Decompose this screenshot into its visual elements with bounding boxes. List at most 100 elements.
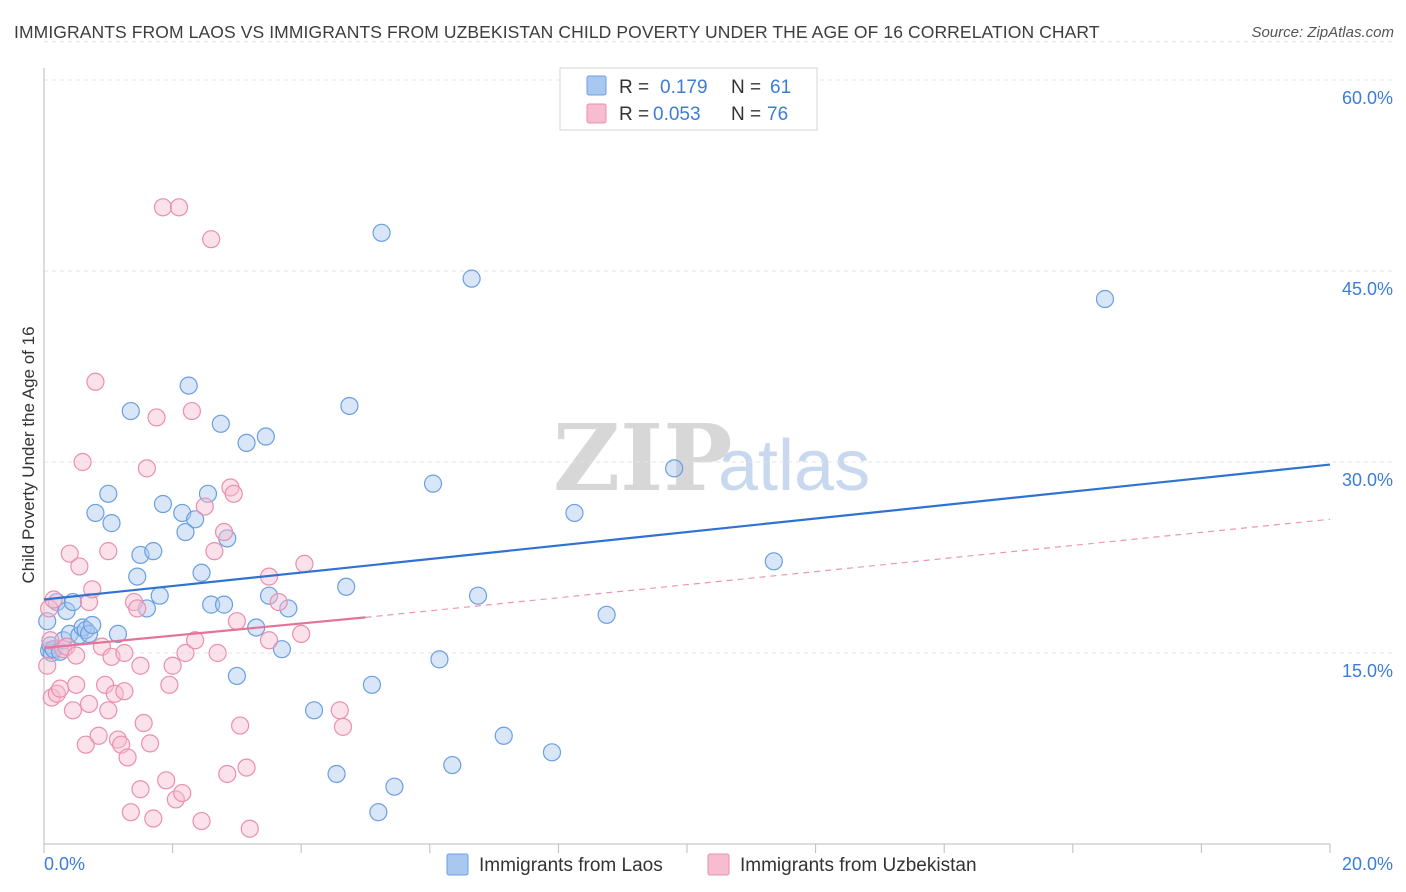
watermark-zip: ZIP (553, 404, 732, 512)
uzbekistan-point-35 (131, 656, 150, 675)
legend-swatch-laos (586, 75, 607, 96)
series-uzbekistan-points (38, 198, 353, 838)
uzbekistan-point-62 (231, 716, 250, 735)
laos-point-29 (179, 376, 198, 395)
uzbekistan-point-71 (333, 717, 353, 736)
uzbekistan-point-29 (115, 643, 134, 663)
laos-point-47 (340, 396, 359, 416)
laos-point-44 (304, 701, 324, 720)
laos-point-56 (468, 586, 488, 605)
legend-r-label-uzbekistan: R = (619, 104, 649, 125)
uzbekistan-point-32 (121, 803, 140, 822)
laos-point-33 (202, 595, 221, 614)
laos-point-24 (144, 542, 163, 561)
laos-point-51 (385, 777, 404, 796)
uzbekistan-point-34 (128, 599, 147, 618)
uzbekistan-point-13 (70, 557, 89, 576)
laos-point-49 (369, 803, 388, 822)
uzbekistan-point-2 (41, 631, 60, 650)
legend-r-value-uzbekistan: 0.053 (653, 104, 701, 125)
y-tick-label-2: 45.0% (1342, 279, 1393, 299)
uzbekistan-point-20 (89, 726, 108, 745)
laos-point-48 (362, 675, 382, 694)
laos-point-42 (272, 640, 292, 659)
uzbekistan-point-49 (176, 643, 195, 663)
laos-point-16 (86, 503, 105, 523)
uzbekistan-point-19 (86, 372, 105, 391)
bottom-legend-swatch-uzbekistan (707, 853, 730, 876)
laos-point-8 (57, 601, 76, 621)
laos-point-15 (83, 615, 102, 635)
laos-point-21 (128, 567, 147, 586)
watermark-atlas: atlas (718, 426, 870, 506)
laos-point-61 (665, 459, 684, 478)
laos-point-58 (542, 743, 562, 762)
laos-point-35 (214, 595, 234, 614)
laos-point-18 (102, 514, 121, 533)
uzbekistan-point-36 (131, 780, 150, 799)
uzbekistan-point-58 (218, 764, 237, 784)
legend-n-value-laos: 61 (770, 77, 791, 98)
laos-point-50 (372, 223, 391, 242)
uzbekistan-point-39 (140, 734, 160, 753)
laos-point-34 (211, 414, 230, 433)
uzbekistan-point-63 (237, 758, 256, 777)
laos-point-59 (565, 503, 584, 523)
laos-point-63 (1095, 289, 1115, 309)
legend: R = 0.179 N = 61 R = 0.053 N = 76 (559, 67, 818, 131)
uzbekistan-point-53 (195, 497, 214, 516)
uzbekistan-point-37 (134, 713, 153, 733)
trend-lines (43, 463, 1331, 650)
uzbekistan-point-5 (47, 684, 66, 703)
laos-point-54 (443, 755, 462, 775)
laos-point-25 (150, 586, 169, 605)
uzbekistan-point-52 (192, 811, 211, 831)
uzbekistan-point-56 (208, 643, 227, 663)
uzbekistan-point-9 (60, 544, 79, 563)
laos-point-30 (186, 510, 205, 529)
trend-line-laos (43, 463, 1331, 601)
legend-n-value-uzbekistan: 76 (767, 104, 788, 125)
uzbekistan-point-57 (214, 522, 234, 542)
x-tick-max: 20.0% (1342, 854, 1393, 874)
bottom-legend: Immigrants from Laos Immigrants from Uzb… (446, 853, 977, 876)
uzbekistan-point-31 (118, 748, 137, 767)
uzbekistan-point-48 (173, 783, 192, 803)
laos-point-53 (430, 650, 449, 669)
laos-point-37 (227, 666, 246, 686)
uzbekistan-point-64 (240, 819, 259, 838)
bottom-legend-swatch-laos (446, 853, 469, 876)
legend-r-label-laos: R = (619, 77, 649, 98)
uzbekistan-point-15 (76, 735, 95, 754)
laos-point-28 (176, 522, 195, 542)
uzbekistan-point-54 (202, 230, 221, 249)
y-axis-ticks: 15.0% 30.0% 45.0% 60.0% (1342, 88, 1393, 681)
uzbekistan-point-14 (73, 452, 92, 472)
y-tick-label-0: 15.0% (1342, 661, 1393, 681)
source-label: Source: ZipAtlas.com (1251, 24, 1394, 41)
uzbekistan-point-6 (50, 679, 70, 698)
uzbekistan-point-60 (224, 484, 243, 503)
uzbekistan-point-67 (269, 592, 288, 612)
uzbekistan-point-61 (227, 612, 246, 631)
uzbekistan-point-27 (108, 730, 128, 749)
laos-point-41 (259, 586, 279, 605)
uzbekistan-point-41 (147, 408, 166, 427)
uzbekistan-point-30 (115, 682, 134, 701)
legend-n-label-laos: N = (731, 77, 761, 98)
x-tick-min: 0.0% (44, 854, 85, 874)
uzbekistan-point-70 (330, 701, 349, 720)
uzbekistan-point-38 (137, 459, 156, 478)
laos-point-52 (423, 474, 443, 493)
uzbekistan-point-11 (67, 675, 86, 694)
laos-point-19 (108, 624, 128, 644)
uzbekistan-point-24 (99, 701, 118, 720)
uzbekistan-point-40 (144, 809, 163, 828)
series-laos-points (38, 223, 1115, 822)
uzbekistan-point-68 (295, 554, 314, 573)
laos-point-60 (597, 605, 616, 624)
uzbekistan-point-69 (292, 624, 311, 644)
chart-title: IMMIGRANTS FROM LAOS VS IMMIGRANTS FROM … (14, 22, 1100, 42)
uzbekistan-point-66 (259, 631, 279, 650)
